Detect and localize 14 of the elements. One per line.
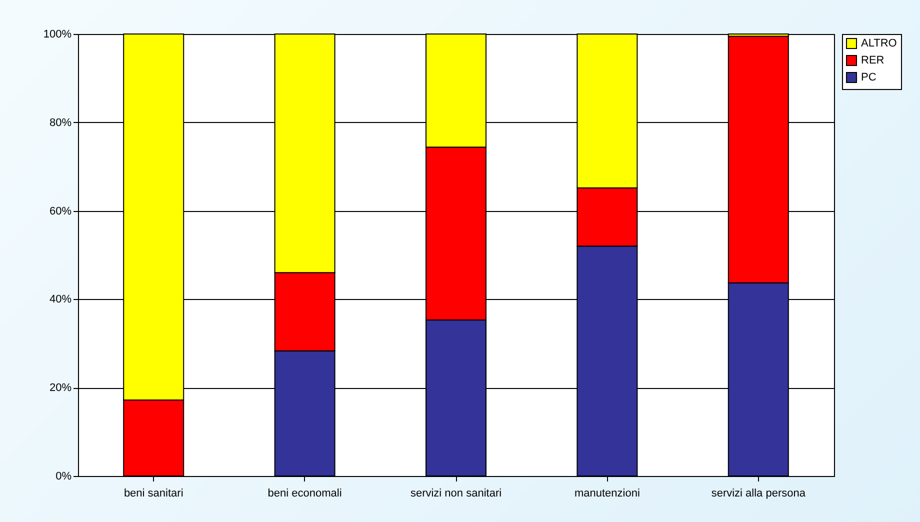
- y-tick-label: 20%: [49, 382, 72, 394]
- y-tick-label: 60%: [49, 205, 72, 218]
- legend-label: ALTRO: [861, 38, 898, 50]
- x-tick-label: manutenzioni: [574, 488, 640, 500]
- legend-label: RER: [861, 54, 884, 66]
- y-tick-label: 0%: [56, 470, 72, 482]
- x-tick-label: beni economali: [268, 488, 342, 500]
- x-tick-label: beni sanitari: [124, 488, 184, 500]
- x-tick-label: servizi alla persona: [711, 488, 806, 500]
- y-tick-label: 100%: [43, 28, 72, 40]
- legend-label: PC: [861, 72, 876, 84]
- x-tick-label: servizi non sanitari: [410, 488, 502, 500]
- y-tick-label: 80%: [49, 116, 72, 129]
- y-tick-label: 40%: [49, 294, 72, 306]
